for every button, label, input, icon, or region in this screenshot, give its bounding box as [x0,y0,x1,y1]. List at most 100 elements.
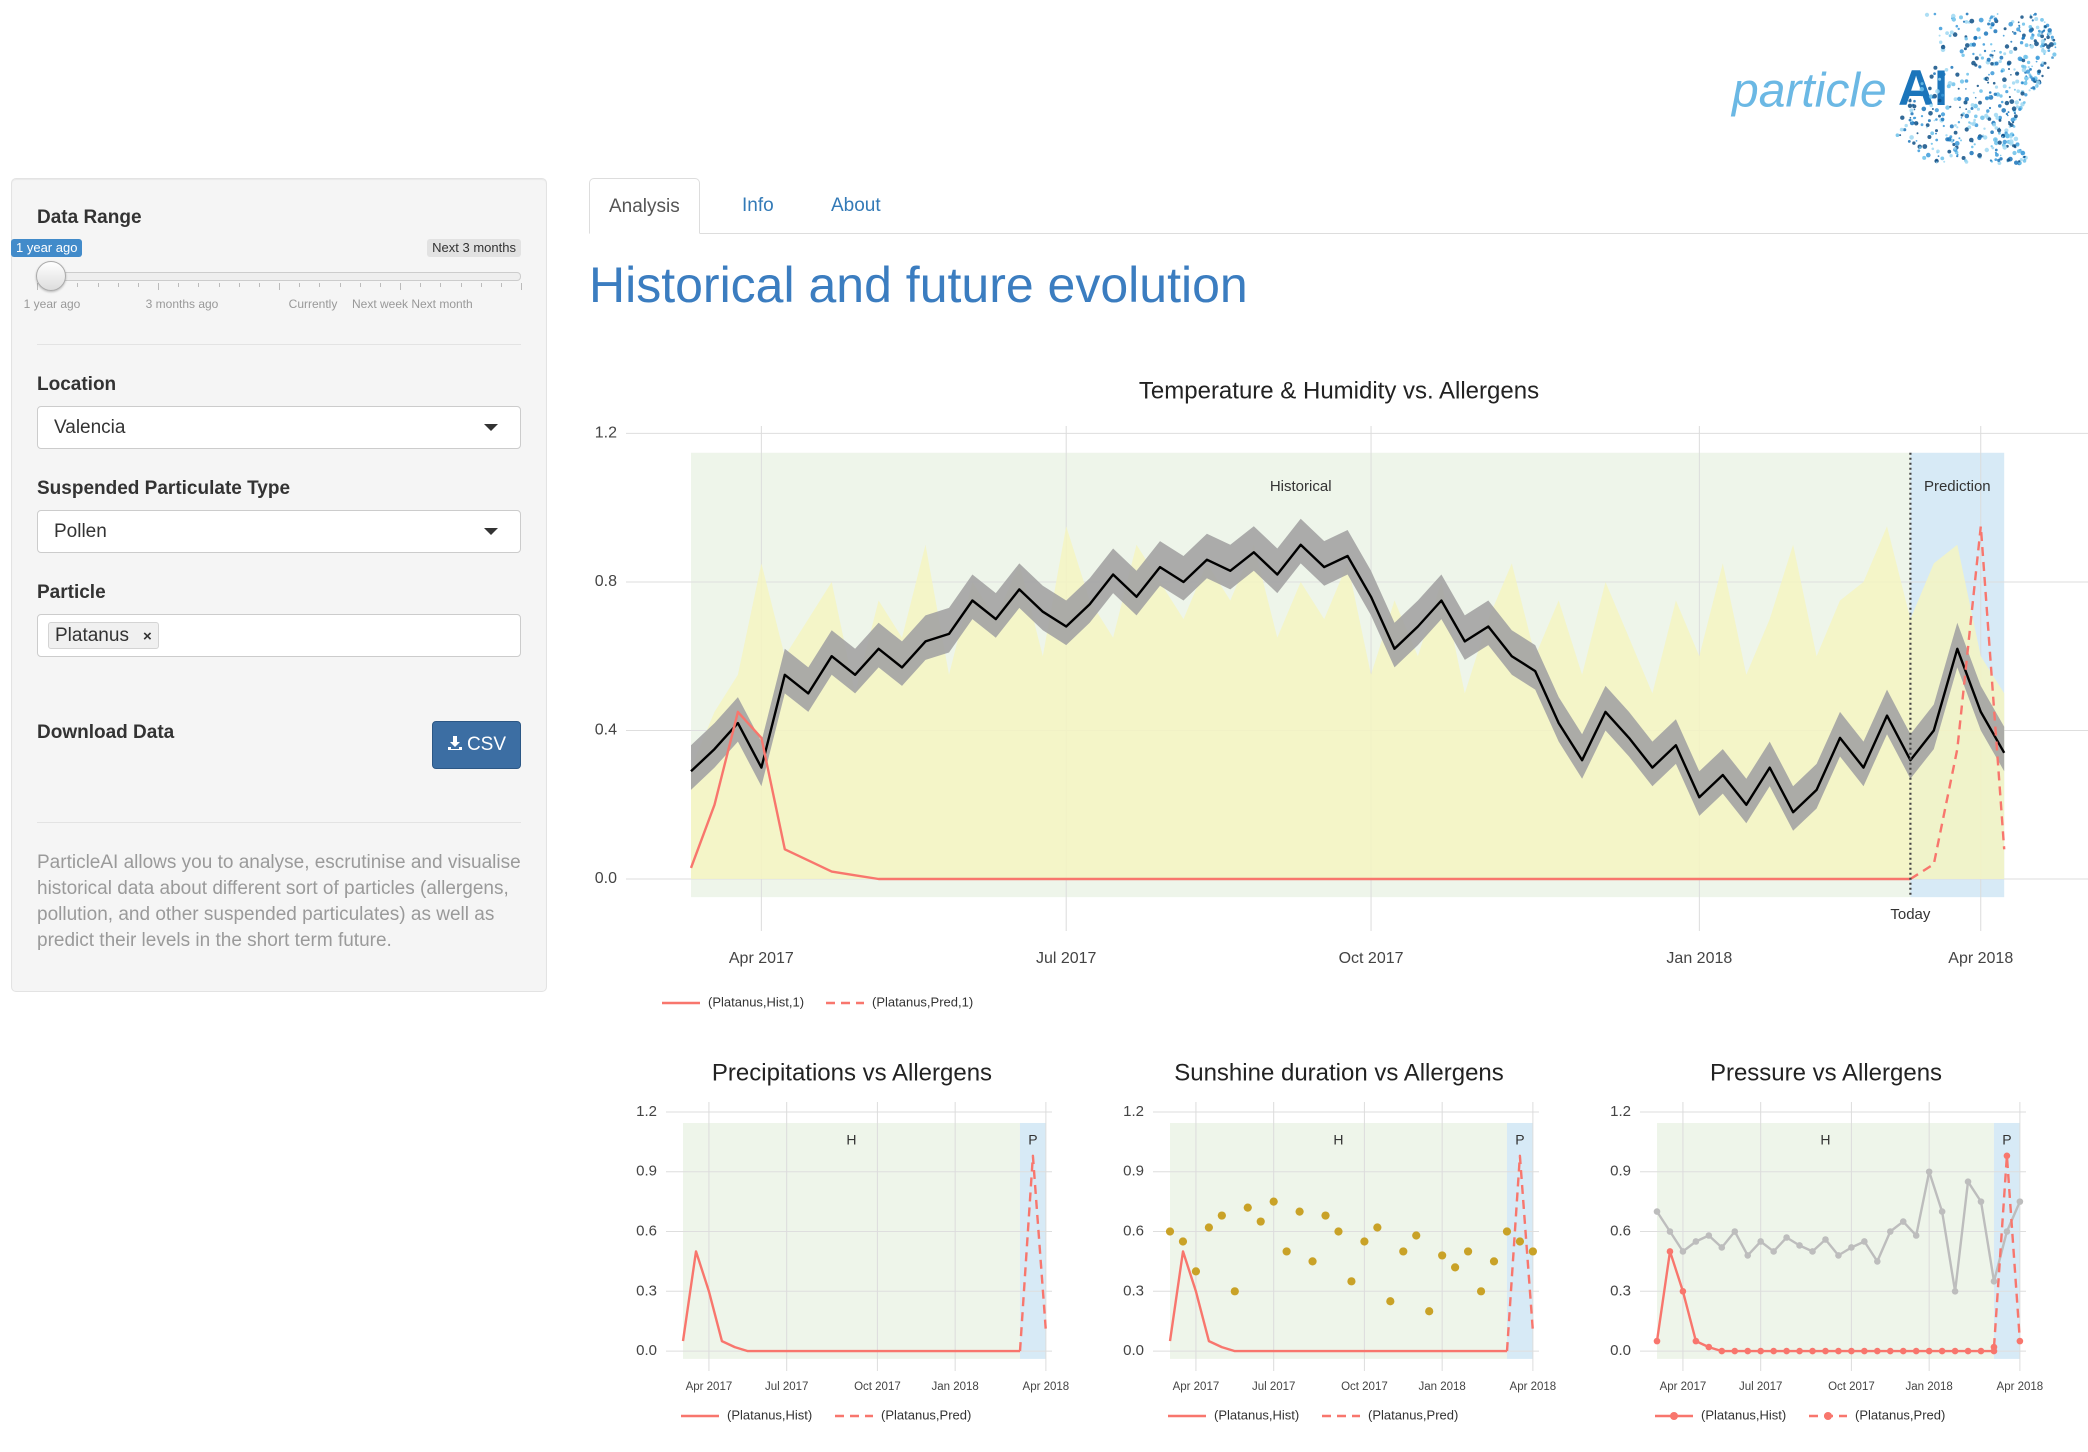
chart-title: Pressure vs Allergens [1710,1059,1942,1086]
logo-dot [1938,77,1942,81]
logo-dot [2041,74,2044,78]
chart-title: Sunshine duration vs Allergens [1174,1059,1504,1086]
x-tick-label: Oct 2017 [1828,1381,1875,1393]
scatter-point [1256,1217,1265,1226]
logo-dot [2013,46,2018,51]
logo-dot [2046,35,2050,40]
logo-dot [1965,43,1970,48]
logo-dot [2023,158,2026,161]
y-tick-label: 0.0 [636,1342,657,1359]
series-marker [1679,1287,1687,1295]
logo-dot [2018,98,2021,101]
series-marker [1770,1347,1777,1355]
series-marker [1874,1347,1881,1355]
logo-dot [2007,111,2010,114]
logo-dot [2023,155,2026,158]
slider-scale-label: Next month [411,297,473,311]
region-label: Prediction [1924,478,1991,495]
logo-dot [1988,73,1990,76]
logo-dot [2014,160,2019,165]
logo-dot [1960,117,1963,119]
logo-dot [1974,123,1979,128]
series-marker [1899,1347,1907,1355]
legend-label: (Platanus,Pred) [1368,1407,1458,1422]
particle-select[interactable]: Platanus × [37,614,521,657]
tab[interactable]: Info [742,195,774,216]
page-heading: Historical and future evolution [589,257,1248,313]
logo-dot [1928,111,1933,116]
csv-button[interactable]: CSV [432,721,521,769]
logo-dot [2020,15,2024,19]
logo-dot [2004,44,2010,49]
series-marker [1718,1347,1726,1355]
divider [37,822,521,823]
slider-handle[interactable] [36,261,66,291]
y-tick-label: 0.3 [1610,1282,1631,1299]
scatter-point [1425,1307,1434,1316]
slider-tick [218,283,220,287]
logo-dot [1920,115,1924,118]
particulate-type-select[interactable]: Pollen [37,510,521,553]
logo-dot [2011,81,2016,85]
logo-dot [2001,136,2004,138]
logo-dot [2024,43,2029,48]
logo-dot [2020,81,2024,85]
x-tick-label: Jul 2017 [765,1381,808,1393]
scatter-point [1243,1203,1252,1212]
scatter-point [1178,1237,1188,1246]
logo-dot [1951,13,1956,19]
logo-dot [1935,118,1938,121]
scatter-point [1489,1257,1499,1266]
logo-dot [1952,139,1955,141]
logo-dot [2030,36,2034,40]
x-tick-label: Apr 2018 [1023,1381,1070,1393]
logo-dot [2016,89,2020,93]
logo-dot [1965,12,1969,16]
logo-dot [1940,117,1945,122]
tab[interactable]: Analysis [589,178,700,234]
logo-dot [2012,124,2015,127]
logo-dot [2052,52,2057,57]
x-tick-label: Jul 2017 [1739,1381,1782,1393]
logo-dot [2035,25,2040,30]
slider-tick [238,283,240,287]
logo-dot [1987,78,1989,80]
location-select[interactable]: Valencia [37,406,521,449]
logo-dot [1956,126,1959,129]
slider-scale-label: 1 year ago [23,297,81,311]
scatter-point [1360,1237,1369,1246]
y-tick-label: 0.3 [1123,1282,1144,1299]
logo-dot [1935,161,1938,164]
logo-dot [1945,134,1948,137]
logo-dot [2012,144,2016,148]
series-marker [1718,1244,1726,1251]
series-marker [1938,1208,1946,1215]
logo-dot [1987,22,1991,26]
logo-dot [2003,27,2007,31]
logo-dot [2002,77,2007,82]
logo-dot [2037,29,2041,33]
logo-dot [1993,15,1995,17]
scatter-point [1451,1263,1460,1272]
region [1170,1122,1507,1359]
series-marker [1977,1198,1985,1205]
tab[interactable]: About [831,195,881,216]
logo-dot [1972,91,1975,94]
slider-tick [420,283,422,287]
logo-dot [1933,65,1938,70]
logo-dot [1922,144,1928,149]
series-marker [2003,1228,2011,1235]
logo-dot [2044,43,2048,46]
series-line [1018,1154,1048,1352]
logo-dot [1908,118,1912,122]
y-tick-label: 0.6 [1123,1222,1144,1239]
logo-dot [2016,27,2021,32]
logo-dot [1957,87,1960,90]
logo-dot [1973,143,1976,146]
region-label: H [1820,1132,1830,1148]
logo-dot [1999,50,2002,54]
chip-remove[interactable]: × [142,628,152,645]
logo-dot [2025,69,2031,74]
series-marker [1874,1258,1881,1265]
logo-dot [1977,153,1982,158]
